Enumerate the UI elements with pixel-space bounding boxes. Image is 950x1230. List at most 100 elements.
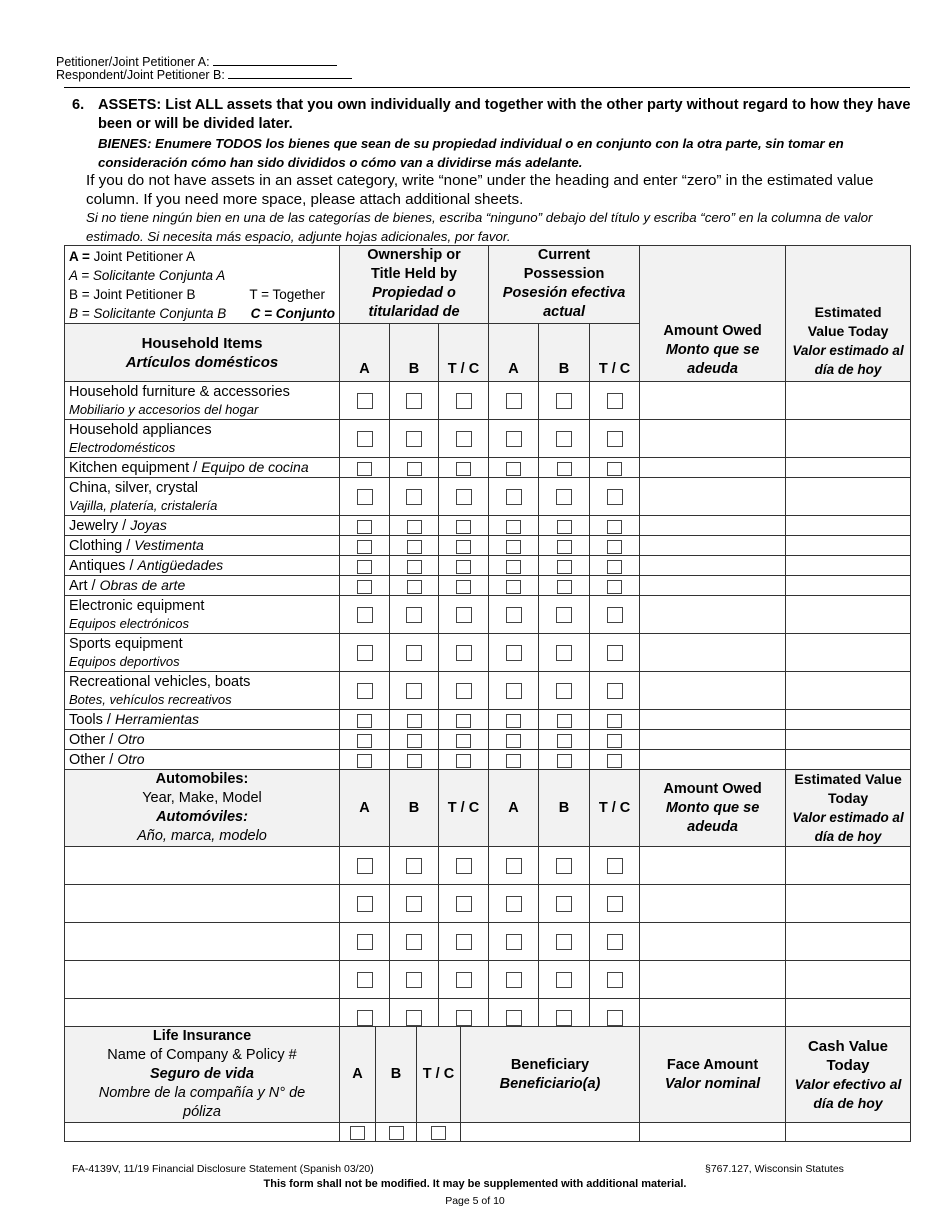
- estimated-value-input[interactable]: [785, 633, 912, 672]
- checkbox[interactable]: [356, 683, 373, 700]
- checkbox[interactable]: [506, 733, 522, 748]
- checkbox[interactable]: [406, 579, 422, 594]
- checkbox[interactable]: [606, 934, 623, 951]
- checkbox[interactable]: [406, 972, 422, 989]
- checkbox[interactable]: [406, 896, 422, 913]
- amount-owed-input[interactable]: [639, 515, 787, 536]
- checkbox[interactable]: [406, 858, 422, 875]
- checkbox[interactable]: [350, 1126, 365, 1141]
- checkbox[interactable]: [356, 645, 373, 662]
- respondent-b-field[interactable]: Respondent/Joint Petitioner B:: [56, 69, 353, 82]
- checkbox[interactable]: [607, 713, 623, 728]
- checkbox[interactable]: [505, 607, 522, 624]
- checkbox[interactable]: [456, 753, 472, 768]
- checkbox[interactable]: [607, 461, 623, 476]
- estimated-value-input[interactable]: [785, 749, 912, 770]
- checkbox[interactable]: [406, 713, 422, 728]
- checkbox[interactable]: [607, 559, 623, 574]
- checkbox[interactable]: [606, 645, 623, 662]
- checkbox[interactable]: [505, 896, 522, 913]
- amount-owed-input[interactable]: [639, 535, 787, 556]
- checkbox[interactable]: [356, 393, 373, 410]
- checkbox[interactable]: [506, 461, 522, 476]
- checkbox[interactable]: [406, 489, 422, 506]
- checkbox[interactable]: [607, 753, 623, 768]
- policy-input[interactable]: [64, 1122, 340, 1142]
- cash-value-input[interactable]: [785, 1122, 911, 1142]
- checkbox[interactable]: [406, 683, 422, 700]
- checkbox[interactable]: [357, 579, 372, 594]
- checkbox[interactable]: [556, 713, 572, 728]
- checkbox[interactable]: [606, 489, 623, 506]
- amount-owed-input[interactable]: [639, 633, 787, 672]
- checkbox[interactable]: [556, 683, 573, 700]
- checkbox[interactable]: [406, 607, 422, 624]
- checkbox[interactable]: [406, 461, 422, 476]
- amount-owed-input[interactable]: [639, 922, 787, 961]
- checkbox[interactable]: [455, 1010, 472, 1027]
- checkbox[interactable]: [456, 461, 472, 476]
- checkbox[interactable]: [505, 489, 522, 506]
- amount-owed-input[interactable]: [639, 709, 787, 730]
- checkbox[interactable]: [406, 393, 422, 410]
- checkbox[interactable]: [606, 683, 623, 700]
- amount-owed-input[interactable]: [639, 457, 787, 478]
- checkbox[interactable]: [606, 896, 623, 913]
- checkbox[interactable]: [607, 539, 623, 554]
- checkbox[interactable]: [556, 1010, 573, 1027]
- estimated-value-input[interactable]: [785, 515, 912, 536]
- checkbox[interactable]: [357, 559, 372, 574]
- checkbox[interactable]: [556, 733, 572, 748]
- checkbox[interactable]: [607, 733, 623, 748]
- checkbox[interactable]: [455, 934, 472, 951]
- checkbox[interactable]: [505, 683, 522, 700]
- checkbox[interactable]: [505, 972, 522, 989]
- vehicle-input[interactable]: [64, 884, 340, 923]
- checkbox[interactable]: [505, 645, 522, 662]
- estimated-value-input[interactable]: [785, 884, 912, 923]
- checkbox[interactable]: [455, 683, 472, 700]
- checkbox[interactable]: [356, 431, 373, 448]
- checkbox[interactable]: [607, 519, 623, 534]
- checkbox[interactable]: [356, 896, 373, 913]
- checkbox[interactable]: [606, 972, 623, 989]
- estimated-value-input[interactable]: [785, 477, 912, 516]
- checkbox[interactable]: [356, 972, 373, 989]
- checkbox[interactable]: [456, 579, 472, 594]
- face-amount-input[interactable]: [639, 1122, 786, 1142]
- vehicle-input[interactable]: [64, 846, 340, 885]
- checkbox[interactable]: [556, 896, 573, 913]
- checkbox[interactable]: [357, 713, 372, 728]
- checkbox[interactable]: [406, 539, 422, 554]
- checkbox[interactable]: [456, 519, 472, 534]
- estimated-value-input[interactable]: [785, 419, 912, 458]
- checkbox[interactable]: [606, 607, 623, 624]
- estimated-value-input[interactable]: [785, 555, 912, 576]
- checkbox[interactable]: [455, 393, 472, 410]
- checkbox[interactable]: [455, 607, 472, 624]
- checkbox[interactable]: [406, 753, 422, 768]
- checkbox[interactable]: [556, 519, 572, 534]
- checkbox[interactable]: [356, 1010, 373, 1027]
- checkbox[interactable]: [505, 393, 522, 410]
- checkbox[interactable]: [606, 1010, 623, 1027]
- checkbox[interactable]: [357, 461, 372, 476]
- checkbox[interactable]: [406, 519, 422, 534]
- amount-owed-input[interactable]: [639, 555, 787, 576]
- amount-owed-input[interactable]: [639, 846, 787, 885]
- checkbox[interactable]: [506, 713, 522, 728]
- checkbox[interactable]: [406, 934, 422, 951]
- estimated-value-input[interactable]: [785, 729, 912, 750]
- amount-owed-input[interactable]: [639, 595, 787, 634]
- checkbox[interactable]: [406, 645, 422, 662]
- checkbox[interactable]: [406, 431, 422, 448]
- checkbox[interactable]: [357, 753, 372, 768]
- checkbox[interactable]: [357, 733, 372, 748]
- checkbox[interactable]: [556, 934, 573, 951]
- amount-owed-input[interactable]: [639, 960, 787, 999]
- estimated-value-input[interactable]: [785, 535, 912, 556]
- checkbox[interactable]: [505, 1010, 522, 1027]
- checkbox[interactable]: [406, 559, 422, 574]
- checkbox[interactable]: [506, 519, 522, 534]
- checkbox[interactable]: [455, 431, 472, 448]
